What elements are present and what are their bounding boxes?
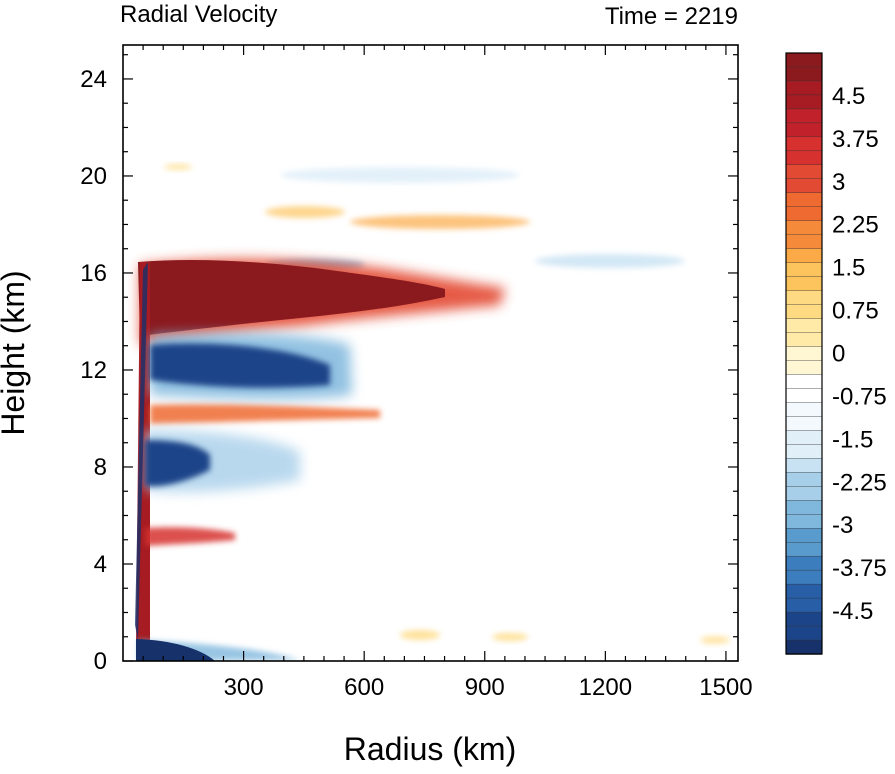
y-tick-label: 4 (94, 551, 107, 578)
weak-outflow-band-upper (350, 215, 530, 229)
axis-tick-labels: 300 600 900 1200 1500 0 4 8 12 16 20 24 (80, 66, 752, 701)
weak-outflow-blob-1 (265, 206, 345, 218)
colorbar-tick-label: -3.75 (832, 555, 887, 582)
y-tick-label: 8 (94, 454, 107, 481)
chart-title: Radial Velocity (120, 1, 277, 28)
colorbar-box (785, 94, 823, 110)
colorbar-box (785, 374, 823, 390)
colorbar-tick-label: -1.5 (832, 426, 873, 453)
surface-outflow-speck-2 (492, 633, 528, 641)
colorbar-box (785, 248, 823, 264)
colorbar-box (785, 108, 823, 124)
colorbar-box (785, 52, 823, 68)
colorbar-box (785, 346, 823, 362)
colorbar-tick-label: 1.5 (832, 255, 865, 282)
colorbar-box (785, 164, 823, 180)
colorbar-box (785, 528, 823, 543)
colorbar-box (785, 583, 823, 599)
colorbar-box (785, 402, 823, 418)
weak-outflow-speck (164, 164, 192, 170)
colorbar-tick-label: -2.25 (832, 469, 887, 496)
colorbar-box (785, 430, 823, 446)
eye-boundary-strip (135, 262, 148, 640)
colorbar-box (785, 332, 823, 348)
colorbar-box (785, 66, 823, 82)
colorbar-frame (785, 52, 823, 655)
colorbar-box (785, 569, 823, 585)
colorbar-box (785, 597, 823, 613)
x-tick-label: 1200 (579, 674, 632, 701)
x-axis-label: Radius (km) (344, 731, 516, 767)
colorbar-box (785, 192, 823, 208)
x-tick-label: 900 (465, 674, 505, 701)
mid-inflow-core (145, 440, 210, 487)
colorbar-box (785, 472, 823, 487)
plot-frame (122, 44, 739, 662)
colorbar-box (785, 486, 823, 501)
colorbar-tick-label: -4.5 (832, 598, 873, 625)
upper-inflow-core (150, 343, 330, 388)
chart-subtitle: Time = 2219 (605, 3, 738, 30)
colorbar-box (785, 234, 823, 250)
colorbar-tick-label: 3 (832, 169, 845, 196)
x-tick-label: 300 (224, 674, 264, 701)
y-tick-label: 16 (80, 260, 107, 287)
y-tick-label: 12 (80, 357, 107, 384)
plot-area (123, 45, 738, 661)
colorbar-box (785, 178, 823, 194)
mid-outflow-band (150, 404, 380, 424)
colorbar-box (785, 625, 823, 641)
colorbar-box (785, 122, 823, 138)
colorbar-tick-label: 0.75 (832, 298, 879, 325)
colorbar-box (785, 458, 823, 474)
colorbar-box (785, 290, 823, 306)
colorbar-box (785, 150, 823, 166)
colorbar-box (785, 611, 823, 627)
colorbar-box (785, 500, 823, 515)
colorbar-box (785, 360, 823, 376)
axis-ticks (123, 45, 738, 662)
colorbar-box (785, 220, 823, 236)
y-tick-label: 20 (80, 163, 107, 190)
colorbar-tick-label: -3 (832, 512, 853, 539)
low-outflow-band (145, 527, 235, 546)
upper-outflow-core (138, 259, 445, 336)
weak-inflow-band-top (280, 167, 520, 183)
surface-outflow-speck-3 (700, 636, 730, 644)
colorbar-tick-label: 3.75 (832, 126, 879, 153)
surface-outflow-speck-1 (400, 630, 440, 640)
colorbar-box (785, 541, 823, 557)
colorbar-box (785, 206, 823, 222)
colorbar-tick-label: 0 (832, 341, 845, 368)
y-tick-label: 0 (94, 648, 107, 675)
y-tick-label: 24 (80, 66, 107, 93)
colorbar-tick-label: -0.75 (832, 383, 887, 410)
colorbar-box (785, 555, 823, 571)
colorbar-box (785, 639, 823, 655)
colorbar-tick-label: 2.25 (832, 212, 879, 239)
colorbar: 4.5 3.75 3 2.25 1.5 0.75 0 -0.75 -1.5 -2.25 -3 -3.7… (785, 52, 887, 655)
colorbar-box (785, 388, 823, 404)
colorbar-box (785, 304, 823, 320)
colorbar-box (785, 416, 823, 432)
colorbar-box (785, 318, 823, 334)
weak-inflow-band-upper (535, 254, 685, 268)
x-tick-label: 1500 (699, 674, 752, 701)
colorbar-box (785, 136, 823, 152)
y-axis-label: Height (km) (0, 270, 31, 435)
x-tick-label: 600 (344, 674, 384, 701)
colorbar-box (785, 444, 823, 460)
colorbar-tick-label: 4.5 (832, 83, 865, 110)
colorbar-box (785, 276, 823, 292)
surface-inflow-core (136, 639, 215, 661)
colorbar-box (785, 80, 823, 96)
colorbar-box (785, 262, 823, 278)
colorbar-box (785, 514, 823, 529)
